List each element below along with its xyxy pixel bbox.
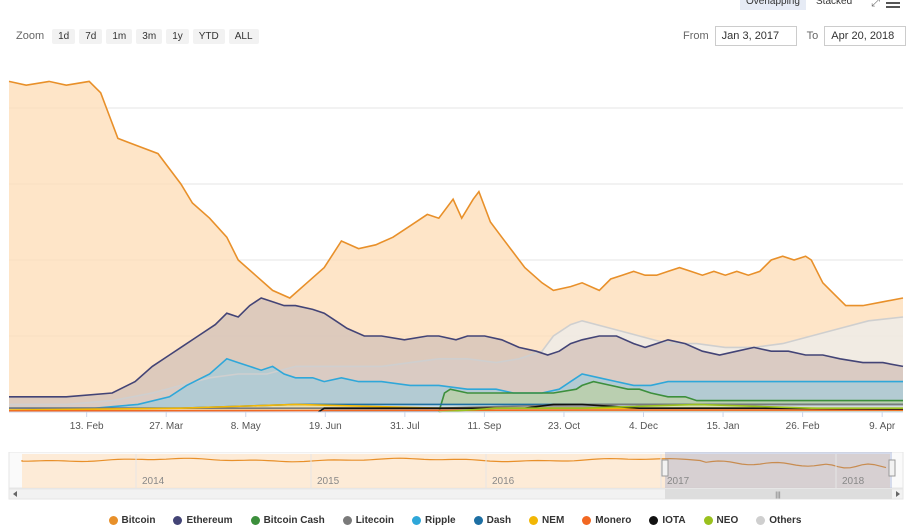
legend-label: IOTA <box>662 514 686 526</box>
to-label: To <box>806 30 819 42</box>
legend-label: Litecoin <box>355 514 395 526</box>
navigator-handle-right[interactable] <box>888 459 896 477</box>
legend-label: NEM <box>542 514 565 526</box>
legend-label: Bitcoin Cash <box>263 514 325 526</box>
legend-item-bitcoin[interactable]: Bitcoin <box>108 514 156 526</box>
legend-label: Bitcoin <box>121 514 156 526</box>
navigator-year-label: 2018 <box>842 476 865 487</box>
x-tick-label: 15. Jan <box>707 421 740 432</box>
series-line-ripple[interactable] <box>9 357 903 409</box>
legend-item-ripple[interactable]: Ripple <box>412 515 456 526</box>
navigator[interactable]: 2014 2015 2016 2017 2018 ||| <box>0 452 910 502</box>
stacked-button[interactable]: Stacked <box>816 0 853 7</box>
navigator-year-label: 2016 <box>492 476 515 487</box>
legend-label: NEO <box>716 514 739 526</box>
legend-dot-icon <box>582 515 592 525</box>
legend-label: Ethereum <box>186 514 233 526</box>
legend-dot-icon <box>108 515 118 525</box>
scrollbar-grip: ||| <box>775 492 781 499</box>
x-tick-label: 23. Oct <box>548 421 580 432</box>
legend-item-dash[interactable]: Dash <box>473 514 512 526</box>
legend-label: Ripple <box>425 514 456 526</box>
fullscreen-icon[interactable]: ⤢ <box>871 0 880 9</box>
series-line-bitcoin-cash[interactable] <box>438 380 903 413</box>
x-tick-label: 19. Jun <box>309 421 342 432</box>
x-tick-label: 11. Sep <box>468 421 502 432</box>
legend-item-bitcoin-cash[interactable]: Bitcoin Cash <box>250 514 325 526</box>
scrollbar-track[interactable] <box>8 488 904 500</box>
legend-item-ethereum[interactable]: Ethereum <box>173 514 233 526</box>
series-line-iota[interactable] <box>318 403 904 413</box>
market-dominance-chart[interactable]: 13. Feb 27. Mar 8. May 19. Jun 31. Jul 11. Se… <box>0 60 910 435</box>
legend-item-nem[interactable]: NEM <box>529 515 564 526</box>
legend-label: Dash <box>486 514 512 526</box>
x-tick-label: 8. May <box>231 421 261 432</box>
from-date-input[interactable]: Jan 3, 2017 <box>714 26 797 46</box>
legend-item-others[interactable]: Others <box>756 515 801 526</box>
scroll-left-arrow-icon[interactable] <box>13 491 17 497</box>
from-label: From <box>683 30 709 42</box>
navigator-year-label: 2017 <box>667 476 690 487</box>
x-tick-label: 27. Mar <box>149 421 184 432</box>
legend-dot-icon <box>703 515 713 525</box>
hamburger-menu-icon[interactable] <box>886 0 900 8</box>
navigator-line <box>21 457 887 469</box>
zoom-all-button[interactable]: ALL <box>228 28 259 44</box>
zoom-1y-button[interactable]: 1y <box>166 28 189 44</box>
x-tick-label: 26. Feb <box>786 421 820 432</box>
zoom-label: Zoom <box>16 30 45 42</box>
x-tick-label: 31. Jul <box>390 421 419 432</box>
navigator-selection[interactable] <box>665 452 892 488</box>
legend-dot-icon <box>250 515 260 525</box>
legend-item-neo[interactable]: NEO <box>703 514 739 526</box>
legend-item-litecoin[interactable]: Litecoin <box>342 514 395 526</box>
legend-dot-icon <box>756 515 766 525</box>
legend-dot-icon <box>342 515 352 525</box>
date-range: From Jan 3, 2017 To Apr 20, 2018 <box>683 26 907 46</box>
x-tick-label: 4. Dec <box>629 421 658 432</box>
chart-legend: Bitcoin Ethereum Bitcoin Cash Litecoin Rippl… <box>0 512 910 528</box>
legend-dot-icon <box>173 515 183 525</box>
legend-label: Others <box>769 514 802 526</box>
legend-dot-icon <box>649 515 659 525</box>
series-line-ethereum[interactable] <box>9 297 904 398</box>
x-tick-label: 9. Apr <box>869 421 896 432</box>
series-line-monero[interactable] <box>8 409 903 412</box>
legend-dot-icon <box>412 515 422 525</box>
navigator-year-label: 2014 <box>142 476 165 487</box>
zoom-3m-button[interactable]: 3m <box>136 28 163 44</box>
legend-label: Monero <box>595 514 632 526</box>
zoom-controls: Zoom 1d 7d 1m 3m 1y YTD ALL <box>16 27 259 45</box>
navigator-year-label: 2015 <box>317 476 340 487</box>
x-tick-label: 13. Feb <box>70 421 104 432</box>
zoom-1d-button[interactable]: 1d <box>52 28 76 44</box>
scrollbar-thumb[interactable] <box>665 489 892 499</box>
navigator-handle-left[interactable] <box>661 459 669 477</box>
zoom-1m-button[interactable]: 1m <box>106 28 133 44</box>
legend-item-monero[interactable]: Monero <box>582 515 631 526</box>
series-line-bitcoin[interactable] <box>8 80 904 307</box>
overlapping-button[interactable]: Overlapping <box>740 0 806 10</box>
zoom-7d-button[interactable]: 7d <box>79 28 103 44</box>
scroll-right-arrow-icon[interactable] <box>896 491 900 497</box>
zoom-ytd-button[interactable]: YTD <box>192 28 225 44</box>
legend-dot-icon <box>473 515 483 525</box>
to-date-input[interactable]: Apr 20, 2018 <box>824 26 907 46</box>
legend-item-iota[interactable]: IOTA <box>649 514 686 526</box>
series-line-neo[interactable] <box>438 403 903 413</box>
series-line-others[interactable] <box>9 316 904 406</box>
top-toolbar: Overlapping Stacked ⤢ <box>0 0 910 14</box>
legend-dot-icon <box>529 515 539 525</box>
